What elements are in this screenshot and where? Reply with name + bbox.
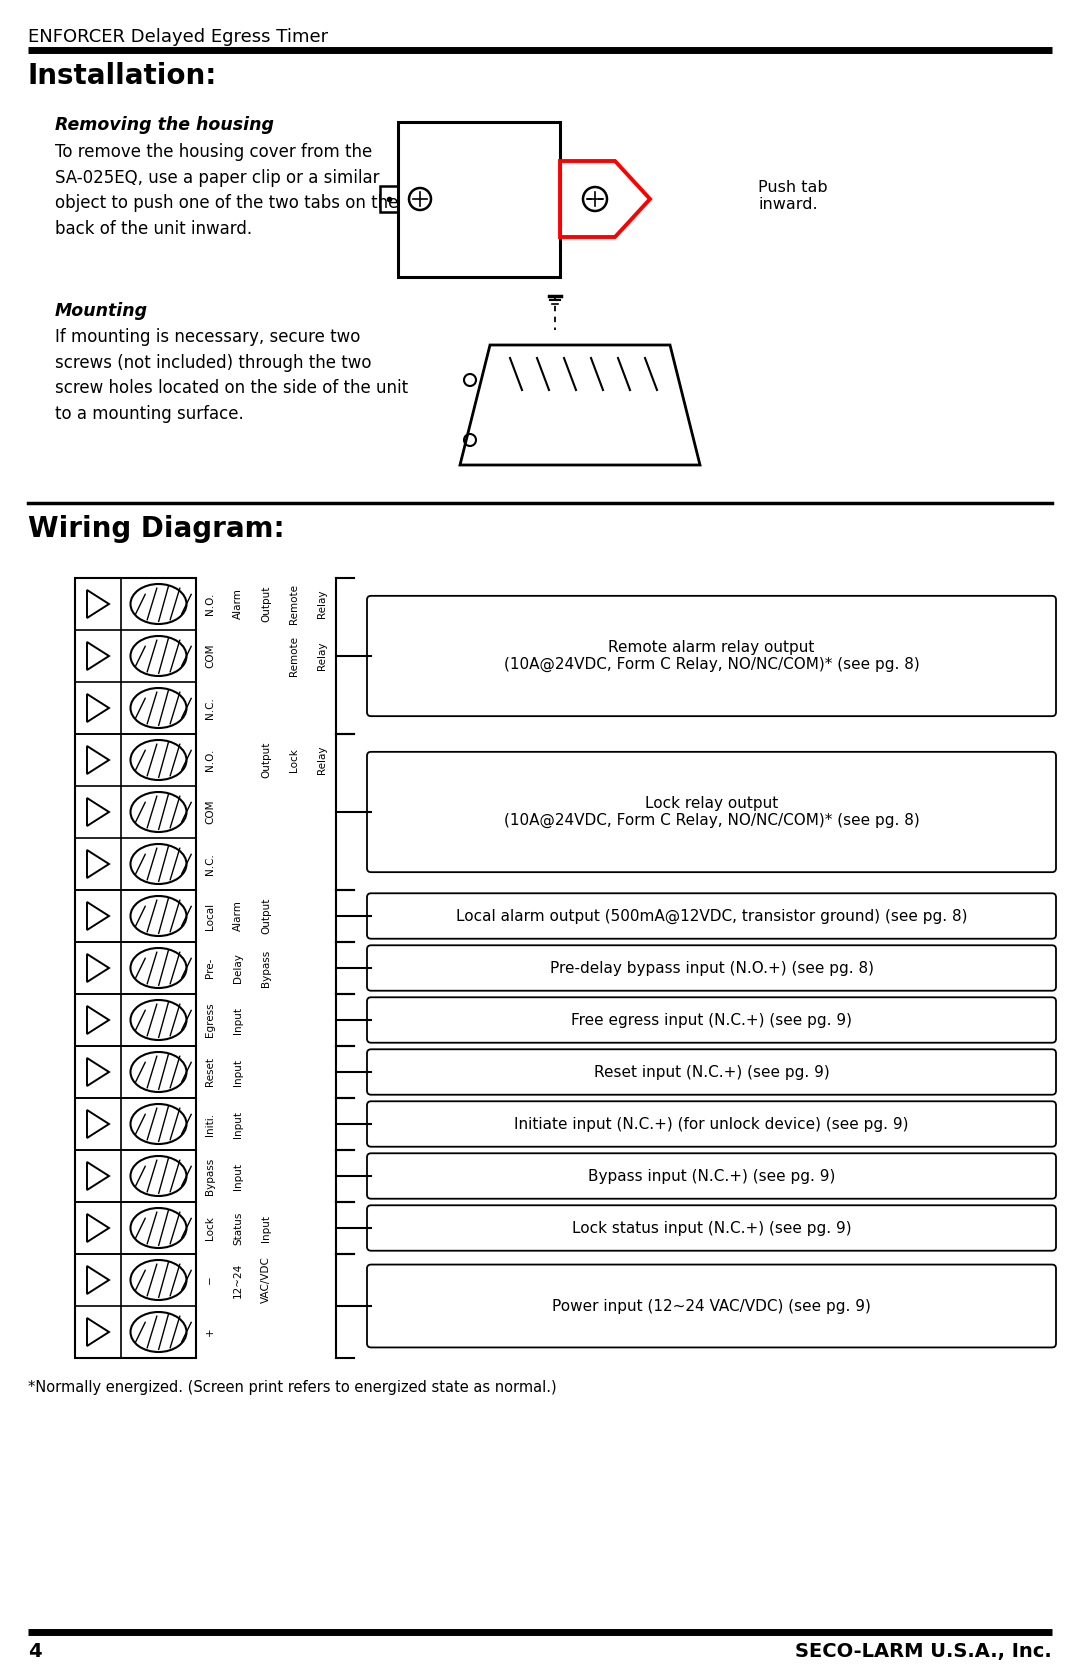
Text: SECO-LARM U.S.A., Inc.: SECO-LARM U.S.A., Inc.: [795, 1642, 1052, 1661]
Text: Input: Input: [261, 1215, 271, 1242]
Text: COM: COM: [205, 644, 215, 668]
Text: Free egress input (N.C.+) (see pg. 9): Free egress input (N.C.+) (see pg. 9): [571, 1013, 852, 1028]
Ellipse shape: [131, 1103, 187, 1143]
Text: Output: Output: [261, 586, 271, 623]
Text: Remote alarm relay output
(10A@24VDC, Form C Relay, NO/NC/COM)* (see pg. 8): Remote alarm relay output (10A@24VDC, Fo…: [503, 639, 919, 673]
Text: *Normally energized. (Screen print refers to energized state as normal.): *Normally energized. (Screen print refer…: [28, 1380, 556, 1395]
Text: Bypass: Bypass: [261, 950, 271, 986]
Ellipse shape: [131, 636, 187, 676]
Ellipse shape: [131, 845, 187, 885]
Text: Bypass input (N.C.+) (see pg. 9): Bypass input (N.C.+) (see pg. 9): [588, 1168, 835, 1183]
Text: Status: Status: [233, 1212, 243, 1245]
Text: Relay: Relay: [318, 746, 327, 774]
Ellipse shape: [131, 1260, 187, 1300]
Text: ENFORCER Delayed Egress Timer: ENFORCER Delayed Egress Timer: [28, 28, 328, 47]
Text: Lock relay output
(10A@24VDC, Form C Relay, NO/NC/COM)* (see pg. 8): Lock relay output (10A@24VDC, Form C Rel…: [503, 796, 919, 828]
Ellipse shape: [131, 1157, 187, 1197]
Text: Lock status input (N.C.+) (see pg. 9): Lock status input (N.C.+) (see pg. 9): [571, 1220, 851, 1235]
Ellipse shape: [131, 584, 187, 624]
Text: Wiring Diagram:: Wiring Diagram:: [28, 516, 285, 542]
Text: VAC/VDC: VAC/VDC: [261, 1257, 271, 1303]
Text: Reset input (N.C.+) (see pg. 9): Reset input (N.C.+) (see pg. 9): [594, 1065, 829, 1080]
Text: Pre-: Pre-: [205, 958, 215, 978]
Ellipse shape: [131, 793, 187, 833]
Text: Power input (12~24 VAC/VDC) (see pg. 9): Power input (12~24 VAC/VDC) (see pg. 9): [552, 1298, 870, 1314]
Text: Removing the housing: Removing the housing: [55, 117, 274, 134]
Text: If mounting is necessary, secure two
screws (not included) through the two
screw: If mounting is necessary, secure two scr…: [55, 329, 408, 424]
Text: N.C.: N.C.: [205, 698, 215, 719]
Text: Remote: Remote: [289, 636, 299, 676]
Text: Delay: Delay: [233, 953, 243, 983]
Ellipse shape: [131, 1208, 187, 1248]
Text: Lock: Lock: [205, 1217, 215, 1240]
Bar: [399, 122, 561, 277]
Text: Reset: Reset: [205, 1058, 215, 1087]
Text: Push tab
inward.: Push tab inward.: [758, 180, 827, 212]
Text: Lock: Lock: [289, 748, 299, 773]
Text: N.C.: N.C.: [205, 853, 215, 875]
Bar: [75, 577, 195, 1359]
Text: Pre-delay bypass input (N.O.+) (see pg. 8): Pre-delay bypass input (N.O.+) (see pg. …: [550, 960, 874, 975]
Text: Installation:: Installation:: [28, 62, 217, 90]
Text: N.O.: N.O.: [205, 592, 215, 616]
Ellipse shape: [131, 948, 187, 988]
Text: Relay: Relay: [318, 589, 327, 618]
Text: Input: Input: [233, 1058, 243, 1085]
Text: Mounting: Mounting: [55, 302, 148, 320]
Text: Initi.: Initi.: [205, 1113, 215, 1135]
Text: Egress: Egress: [205, 1003, 215, 1038]
Text: Input: Input: [233, 1006, 243, 1033]
Ellipse shape: [131, 1051, 187, 1092]
Text: Input: Input: [233, 1110, 243, 1138]
Text: Initiate input (N.C.+) (for unlock device) (see pg. 9): Initiate input (N.C.+) (for unlock devic…: [514, 1117, 908, 1132]
Text: Bypass: Bypass: [205, 1157, 215, 1195]
Text: COM: COM: [205, 799, 215, 824]
Text: −: −: [205, 1275, 215, 1285]
Text: Alarm: Alarm: [233, 589, 243, 619]
Ellipse shape: [131, 896, 187, 936]
Text: Remote: Remote: [289, 584, 299, 624]
Text: Output: Output: [261, 898, 271, 935]
Text: Output: Output: [261, 741, 271, 778]
Text: Alarm: Alarm: [233, 901, 243, 931]
Bar: [380, 185, 399, 212]
Text: Relay: Relay: [318, 643, 327, 671]
Text: 4: 4: [28, 1642, 42, 1661]
Ellipse shape: [131, 739, 187, 779]
Ellipse shape: [131, 688, 187, 728]
Text: Local: Local: [205, 903, 215, 930]
Text: 12~24: 12~24: [233, 1262, 243, 1297]
Text: N.O.: N.O.: [205, 749, 215, 771]
Text: To remove the housing cover from the
SA-025EQ, use a paper clip or a similar
obj: To remove the housing cover from the SA-…: [55, 144, 399, 239]
Text: Input: Input: [233, 1163, 243, 1190]
Ellipse shape: [131, 1000, 187, 1040]
Ellipse shape: [131, 1312, 187, 1352]
Text: Local alarm output (500mA@12VDC, transistor ground) (see pg. 8): Local alarm output (500mA@12VDC, transis…: [456, 908, 968, 923]
Text: +: +: [205, 1327, 215, 1337]
